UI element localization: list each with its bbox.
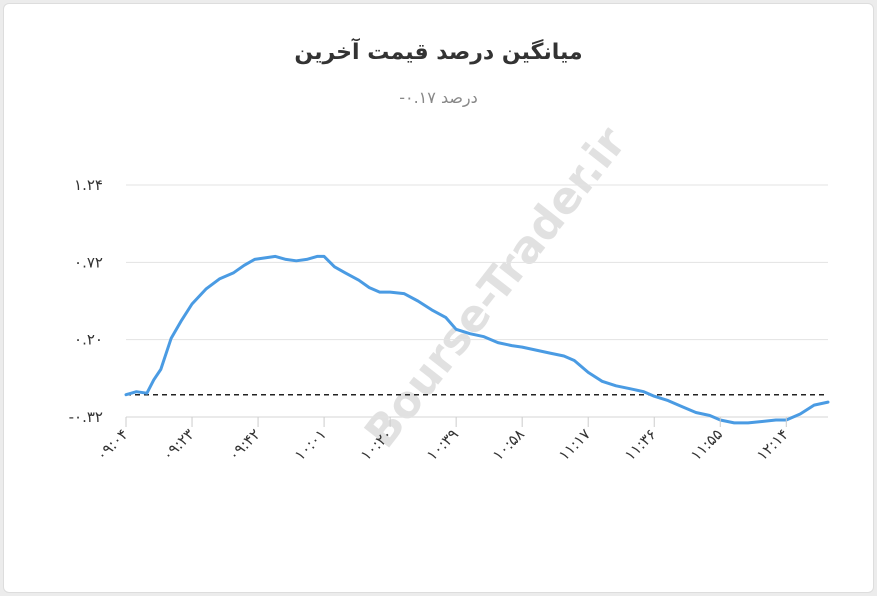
x-axis: ۰۹:۰۴ ۰۹:۲۳ ۰۹:۴۲ ۱۰:۰۱ ۱۰:۲۰ ۱۰:۳۹ ۱۰:۵۸ ۱۱:۱۷… [93,417,792,464]
y-axis: -۰.۳۲ ۰.۲۰ ۰.۷۲ ۱.۲۴ [69,176,103,426]
y-tick-label: -۰.۳۲ [69,408,103,426]
x-tick-label: ۱۱:۳۶ [621,425,660,464]
series-line [124,254,830,425]
x-tick-label: ۱۱:۱۷ [555,425,594,464]
chart-card [3,3,874,593]
y-tick-label: ۱.۲۴ [74,176,103,194]
x-tick-label: ۱۱:۵۵ [687,425,726,464]
x-tick-label: ۰۹:۴۲ [225,425,264,464]
x-tick-label: ۱۲:۱۴ [753,425,792,464]
chart-title: میانگین درصد قیمت آخرین [294,40,583,65]
x-tick-label: ۱۰:۳۹ [423,425,462,464]
y-tick-label: ۰.۲۰ [74,331,103,349]
x-tick-label: ۰۹:۰۴ [93,425,132,464]
chart-subtitle: درصد ۰.۱۷- [399,88,478,107]
series-layer [124,254,830,425]
x-tick-label: ۰۹:۲۳ [159,425,198,464]
x-tick-label: ۱۰:۰۱ [291,425,330,464]
gridlines [126,184,828,418]
y-tick-label: ۰.۷۲ [74,253,103,271]
x-tick-label: ۱۰:۲۰ [357,425,396,464]
x-tick-label: ۱۰:۵۸ [489,425,528,464]
